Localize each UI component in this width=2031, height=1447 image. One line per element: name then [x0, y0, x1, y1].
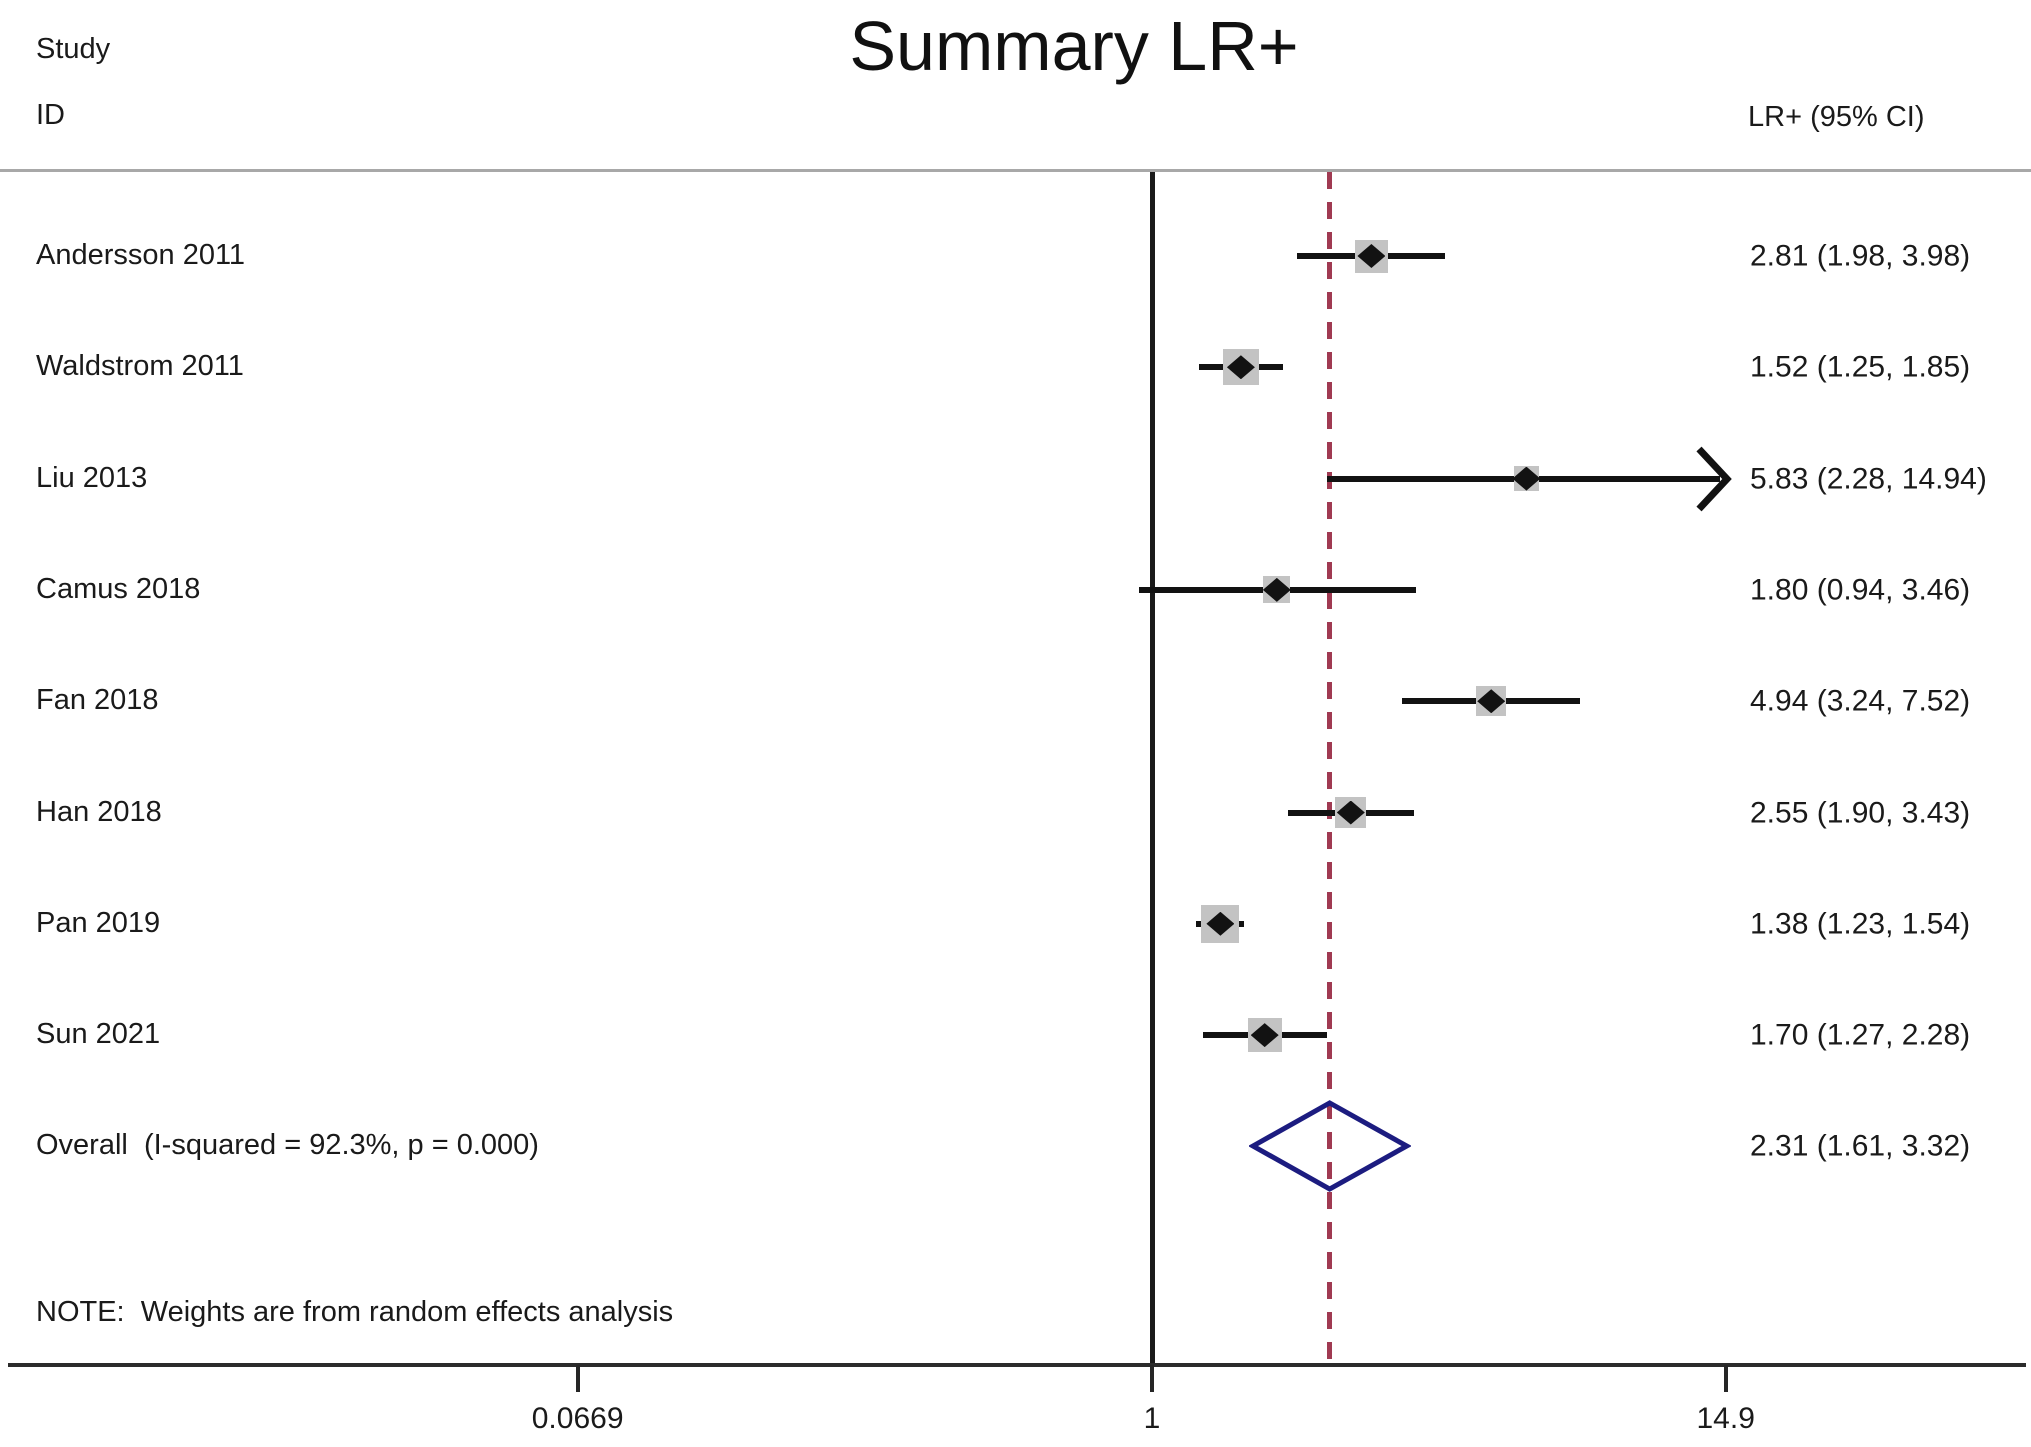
x-axis-tick-label: 1: [1143, 1402, 1161, 1435]
x-axis-line: [8, 1363, 2026, 1367]
x-axis-tick-label: 0.0669: [531, 1402, 624, 1435]
column-header-study: Study: [36, 33, 111, 66]
random-effects-note: NOTE: Weights are from random effects an…: [36, 1296, 674, 1329]
column-header-id: ID: [36, 99, 65, 132]
x-axis-tick: [575, 1365, 580, 1392]
study-label: Camus 2018: [36, 572, 201, 605]
study-label: Fan 2018: [36, 684, 159, 717]
overall-effect-value: 2.31 (1.61, 3.32): [1750, 1129, 1971, 1163]
x-axis-tick: [1150, 1365, 1154, 1392]
effect-value: 1.52 (1.25, 1.85): [1750, 350, 1971, 384]
header-rule: [0, 169, 2031, 172]
effect-value: 5.83 (2.28, 14.94): [1750, 462, 1987, 496]
study-label: Andersson 2011: [36, 239, 246, 272]
column-header-effect: LR+ (95% CI): [1748, 101, 1925, 134]
x-axis-tick: [1723, 1365, 1728, 1392]
effect-value: 2.55 (1.90, 3.43): [1750, 796, 1971, 829]
chart-title: Summary LR+: [849, 7, 1299, 85]
effect-value: 2.81 (1.98, 3.98): [1750, 239, 1971, 273]
effect-value: 1.70 (1.27, 2.28): [1750, 1018, 1971, 1052]
x-axis-tick-label: 14.9: [1696, 1402, 1755, 1435]
study-label: Liu 2013: [36, 461, 148, 494]
ci-clip-arrow-icon: [1696, 446, 1732, 511]
study-label: Han 2018: [36, 795, 162, 828]
study-label: Waldstrom 2011: [36, 350, 244, 383]
study-label: Sun 2021: [36, 1018, 161, 1051]
effect-value: 1.80 (0.94, 3.46): [1750, 573, 1971, 607]
overall-label: Overall (I-squared = 92.3%, p = 0.000): [36, 1129, 539, 1162]
effect-value: 4.94 (3.24, 7.52): [1750, 684, 1971, 718]
overall-diamond: [1249, 1100, 1412, 1192]
effect-value: 1.38 (1.23, 1.54): [1750, 907, 1971, 941]
overall-estimate-dashed-line: [1327, 172, 1333, 1365]
study-label: Pan 2019: [36, 906, 161, 939]
null-effect-line: [1149, 172, 1155, 1365]
